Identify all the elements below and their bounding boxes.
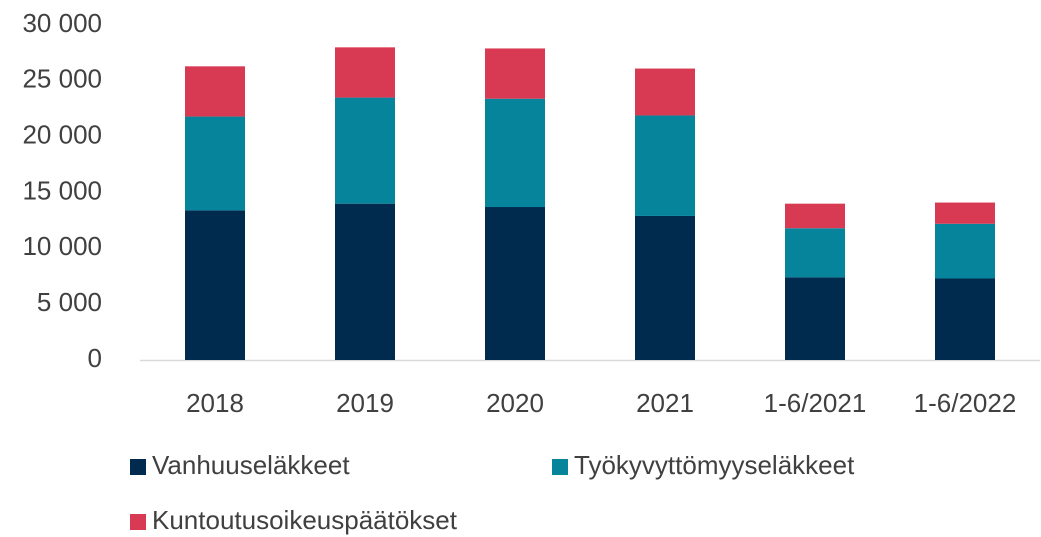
bar-segment [635, 115, 695, 216]
x-tick-label: 2018 [186, 388, 244, 418]
bar-segment [785, 203, 845, 229]
y-tick-label: 0 [88, 343, 102, 373]
legend-swatch [130, 514, 146, 530]
bar-segment [935, 278, 995, 360]
y-tick-label: 30 000 [22, 8, 102, 38]
legend-label: Työkyvyttömyyseläkkeet [574, 450, 855, 480]
bar-segment [185, 210, 245, 360]
legend-label: Vanhuuseläkkeet [152, 450, 350, 480]
y-tick-label: 5 000 [37, 287, 102, 317]
bar-segment [185, 116, 245, 211]
y-tick-label: 25 000 [22, 64, 102, 94]
legend-label: Kuntoutusoikeuspäätökset [152, 505, 458, 535]
x-tick-label: 2020 [486, 388, 544, 418]
bar-segment [485, 207, 545, 360]
legend-swatch [552, 459, 568, 475]
bar-segment [635, 215, 695, 360]
bar-segment [935, 202, 995, 224]
bar-segment [485, 98, 545, 208]
x-tick-label: 2019 [336, 388, 394, 418]
y-tick-label: 20 000 [22, 120, 102, 150]
y-tick-label: 10 000 [22, 231, 102, 261]
bar-segment [335, 97, 395, 204]
x-tick-label: 1-6/2022 [914, 388, 1017, 418]
bar-segment [785, 277, 845, 360]
bar-segment [335, 203, 395, 360]
bar-segment [185, 66, 245, 117]
x-tick-label: 1-6/2021 [764, 388, 867, 418]
y-tick-label: 15 000 [22, 175, 102, 205]
bar-segment [935, 223, 995, 279]
bar-segment [485, 48, 545, 99]
legend-swatch [130, 459, 146, 475]
bar-segment [335, 47, 395, 98]
x-tick-label: 2021 [636, 388, 694, 418]
bar-segment [635, 68, 695, 116]
bar-segment [785, 228, 845, 278]
